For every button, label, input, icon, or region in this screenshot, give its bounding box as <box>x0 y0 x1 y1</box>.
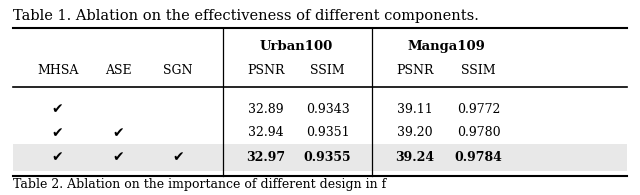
Text: 32.89: 32.89 <box>248 103 284 116</box>
Text: SSIM: SSIM <box>461 64 496 77</box>
Text: SGN: SGN <box>163 64 193 77</box>
Text: 39.20: 39.20 <box>397 127 433 139</box>
Text: ✔: ✔ <box>113 126 124 140</box>
Text: 0.9780: 0.9780 <box>457 127 500 139</box>
Text: Table 1. Ablation on the effectiveness of different components.: Table 1. Ablation on the effectiveness o… <box>13 9 479 23</box>
Text: 0.9343: 0.9343 <box>306 103 349 116</box>
Text: PSNR: PSNR <box>396 64 433 77</box>
Text: 39.24: 39.24 <box>395 151 435 164</box>
Text: PSNR: PSNR <box>247 64 284 77</box>
Text: ASE: ASE <box>105 64 132 77</box>
Text: 32.94: 32.94 <box>248 127 284 139</box>
Text: 39.11: 39.11 <box>397 103 433 116</box>
Text: MHSA: MHSA <box>37 64 78 77</box>
Text: 0.9784: 0.9784 <box>455 151 502 164</box>
Text: ✔: ✔ <box>52 126 63 140</box>
Text: Urban100: Urban100 <box>260 40 333 53</box>
Text: 0.9772: 0.9772 <box>457 103 500 116</box>
Text: Table 2. Ablation on the importance of different design in f: Table 2. Ablation on the importance of d… <box>13 178 386 191</box>
Text: 0.9355: 0.9355 <box>304 151 351 164</box>
Text: 0.9351: 0.9351 <box>306 127 349 139</box>
Text: ✔: ✔ <box>172 151 184 165</box>
Text: Manga109: Manga109 <box>408 40 486 53</box>
Text: SSIM: SSIM <box>310 64 345 77</box>
Text: ✔: ✔ <box>113 151 124 165</box>
Text: ✔: ✔ <box>52 102 63 116</box>
Text: 32.97: 32.97 <box>246 151 285 164</box>
Text: ✔: ✔ <box>52 151 63 165</box>
